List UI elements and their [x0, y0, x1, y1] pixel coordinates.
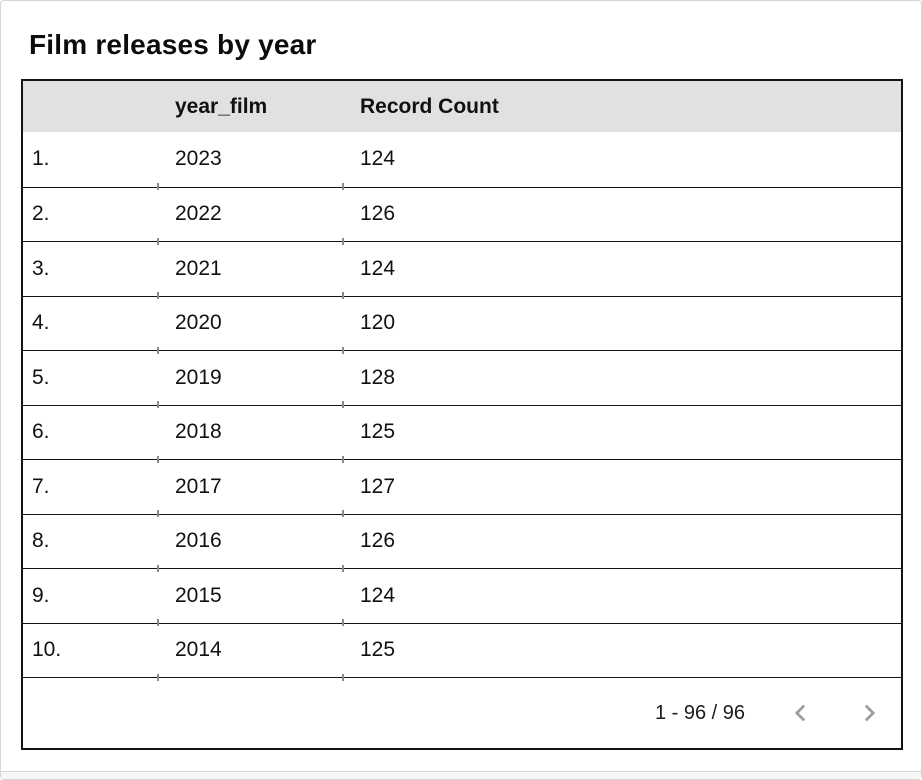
year-cell: 2021: [175, 256, 222, 280]
year-cell: 2014: [175, 638, 222, 662]
row-index-cell: 10.: [32, 638, 62, 662]
count-cell: 124: [360, 583, 396, 607]
count-cell: 126: [360, 529, 396, 553]
header-cell-year-film[interactable]: year_film: [175, 94, 268, 118]
year-cell: 2023: [175, 147, 222, 171]
row-index-cell: 4.: [32, 311, 50, 335]
count-cell: 126: [360, 202, 396, 226]
table-row: 10. 2014 125: [23, 619, 901, 677]
table-row: 8. 2016 126: [23, 510, 901, 568]
header-cell-record-count[interactable]: Record Count: [360, 94, 499, 118]
row-index-cell: 2.: [32, 202, 50, 226]
row-index-cell: 5.: [32, 365, 50, 389]
chevron-left-icon: [789, 701, 813, 725]
prev-page-button[interactable]: [787, 699, 815, 727]
card-bottom-edge: [1, 771, 921, 779]
row-index-cell: 3.: [32, 256, 50, 280]
row-index-cell: 9.: [32, 583, 50, 607]
year-cell: 2016: [175, 529, 222, 553]
table-header-row: year_film Record Count: [23, 81, 901, 132]
table-footer: 1 - 96 / 96: [23, 673, 901, 748]
table-row: 7. 2017 127: [23, 455, 901, 514]
count-cell: 120: [360, 311, 396, 335]
pagination-range: 1 - 96 / 96: [654, 701, 745, 724]
count-cell: 127: [360, 474, 396, 498]
count-cell: 124: [360, 256, 396, 280]
row-index-cell: 6.: [32, 420, 50, 444]
table-row: 2. 2022 126: [23, 183, 901, 241]
table-row: 9. 2015 124: [23, 564, 901, 623]
row-index-cell: 8.: [32, 529, 50, 553]
count-cell: 124: [360, 147, 396, 171]
year-cell: 2018: [175, 420, 222, 444]
year-cell: 2015: [175, 583, 222, 607]
count-cell: 125: [360, 420, 396, 444]
year-cell: 2017: [175, 474, 222, 498]
table-row: 5. 2019 128: [23, 346, 901, 405]
table-row: 4. 2020 120: [23, 292, 901, 350]
row-index-cell: 7.: [32, 474, 50, 498]
chart-title: Film releases by year: [29, 29, 317, 60]
row-index-cell: 1.: [32, 147, 50, 171]
chevron-right-icon: [857, 701, 881, 725]
data-table: year_film Record Count 1. 2023 124 2. 20…: [21, 79, 903, 750]
year-cell: 2019: [175, 365, 222, 389]
next-page-button[interactable]: [855, 699, 883, 727]
count-cell: 125: [360, 638, 396, 662]
year-cell: 2020: [175, 311, 222, 335]
count-cell: 128: [360, 365, 396, 389]
table-row: 1. 2023 124: [23, 132, 901, 187]
table-row: 3. 2021 124: [23, 237, 901, 296]
year-cell: 2022: [175, 202, 222, 226]
table-row: 6. 2018 125: [23, 401, 901, 459]
